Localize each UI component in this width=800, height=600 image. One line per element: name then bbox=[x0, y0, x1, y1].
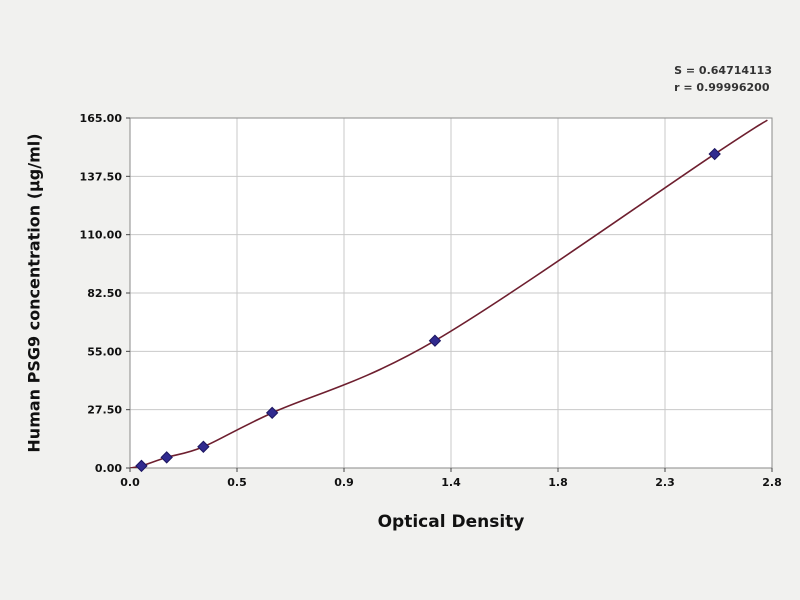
data-point-marker bbox=[708, 147, 721, 161]
svg-text:27.50: 27.50 bbox=[87, 404, 122, 417]
svg-text:1.4: 1.4 bbox=[441, 476, 461, 489]
svg-text:137.50: 137.50 bbox=[80, 170, 123, 183]
stat-s: S = 0.64714113 bbox=[674, 64, 772, 77]
fit-statistics: S = 0.64714113 r = 0.99996200 bbox=[674, 62, 772, 96]
x-axis-title: Optical Density bbox=[377, 512, 525, 532]
svg-text:82.50: 82.50 bbox=[87, 287, 122, 300]
data-point-marker bbox=[160, 451, 173, 464]
stat-r: r = 0.99996200 bbox=[674, 81, 770, 94]
data-point-marker bbox=[265, 406, 279, 420]
svg-text:0.00: 0.00 bbox=[95, 462, 122, 475]
svg-text:55.00: 55.00 bbox=[87, 345, 122, 358]
svg-text:2.3: 2.3 bbox=[655, 476, 675, 489]
svg-text:2.8: 2.8 bbox=[762, 476, 782, 489]
data-point-marker bbox=[135, 459, 148, 473]
svg-text:0.5: 0.5 bbox=[227, 476, 247, 489]
svg-text:0.9: 0.9 bbox=[334, 476, 354, 489]
data-point-marker bbox=[428, 334, 442, 347]
svg-text:1.8: 1.8 bbox=[548, 476, 568, 489]
svg-text:110.00: 110.00 bbox=[80, 229, 123, 242]
data-point-marker bbox=[197, 440, 210, 453]
svg-text:0.0: 0.0 bbox=[120, 476, 140, 489]
svg-text:165.00: 165.00 bbox=[80, 112, 123, 125]
